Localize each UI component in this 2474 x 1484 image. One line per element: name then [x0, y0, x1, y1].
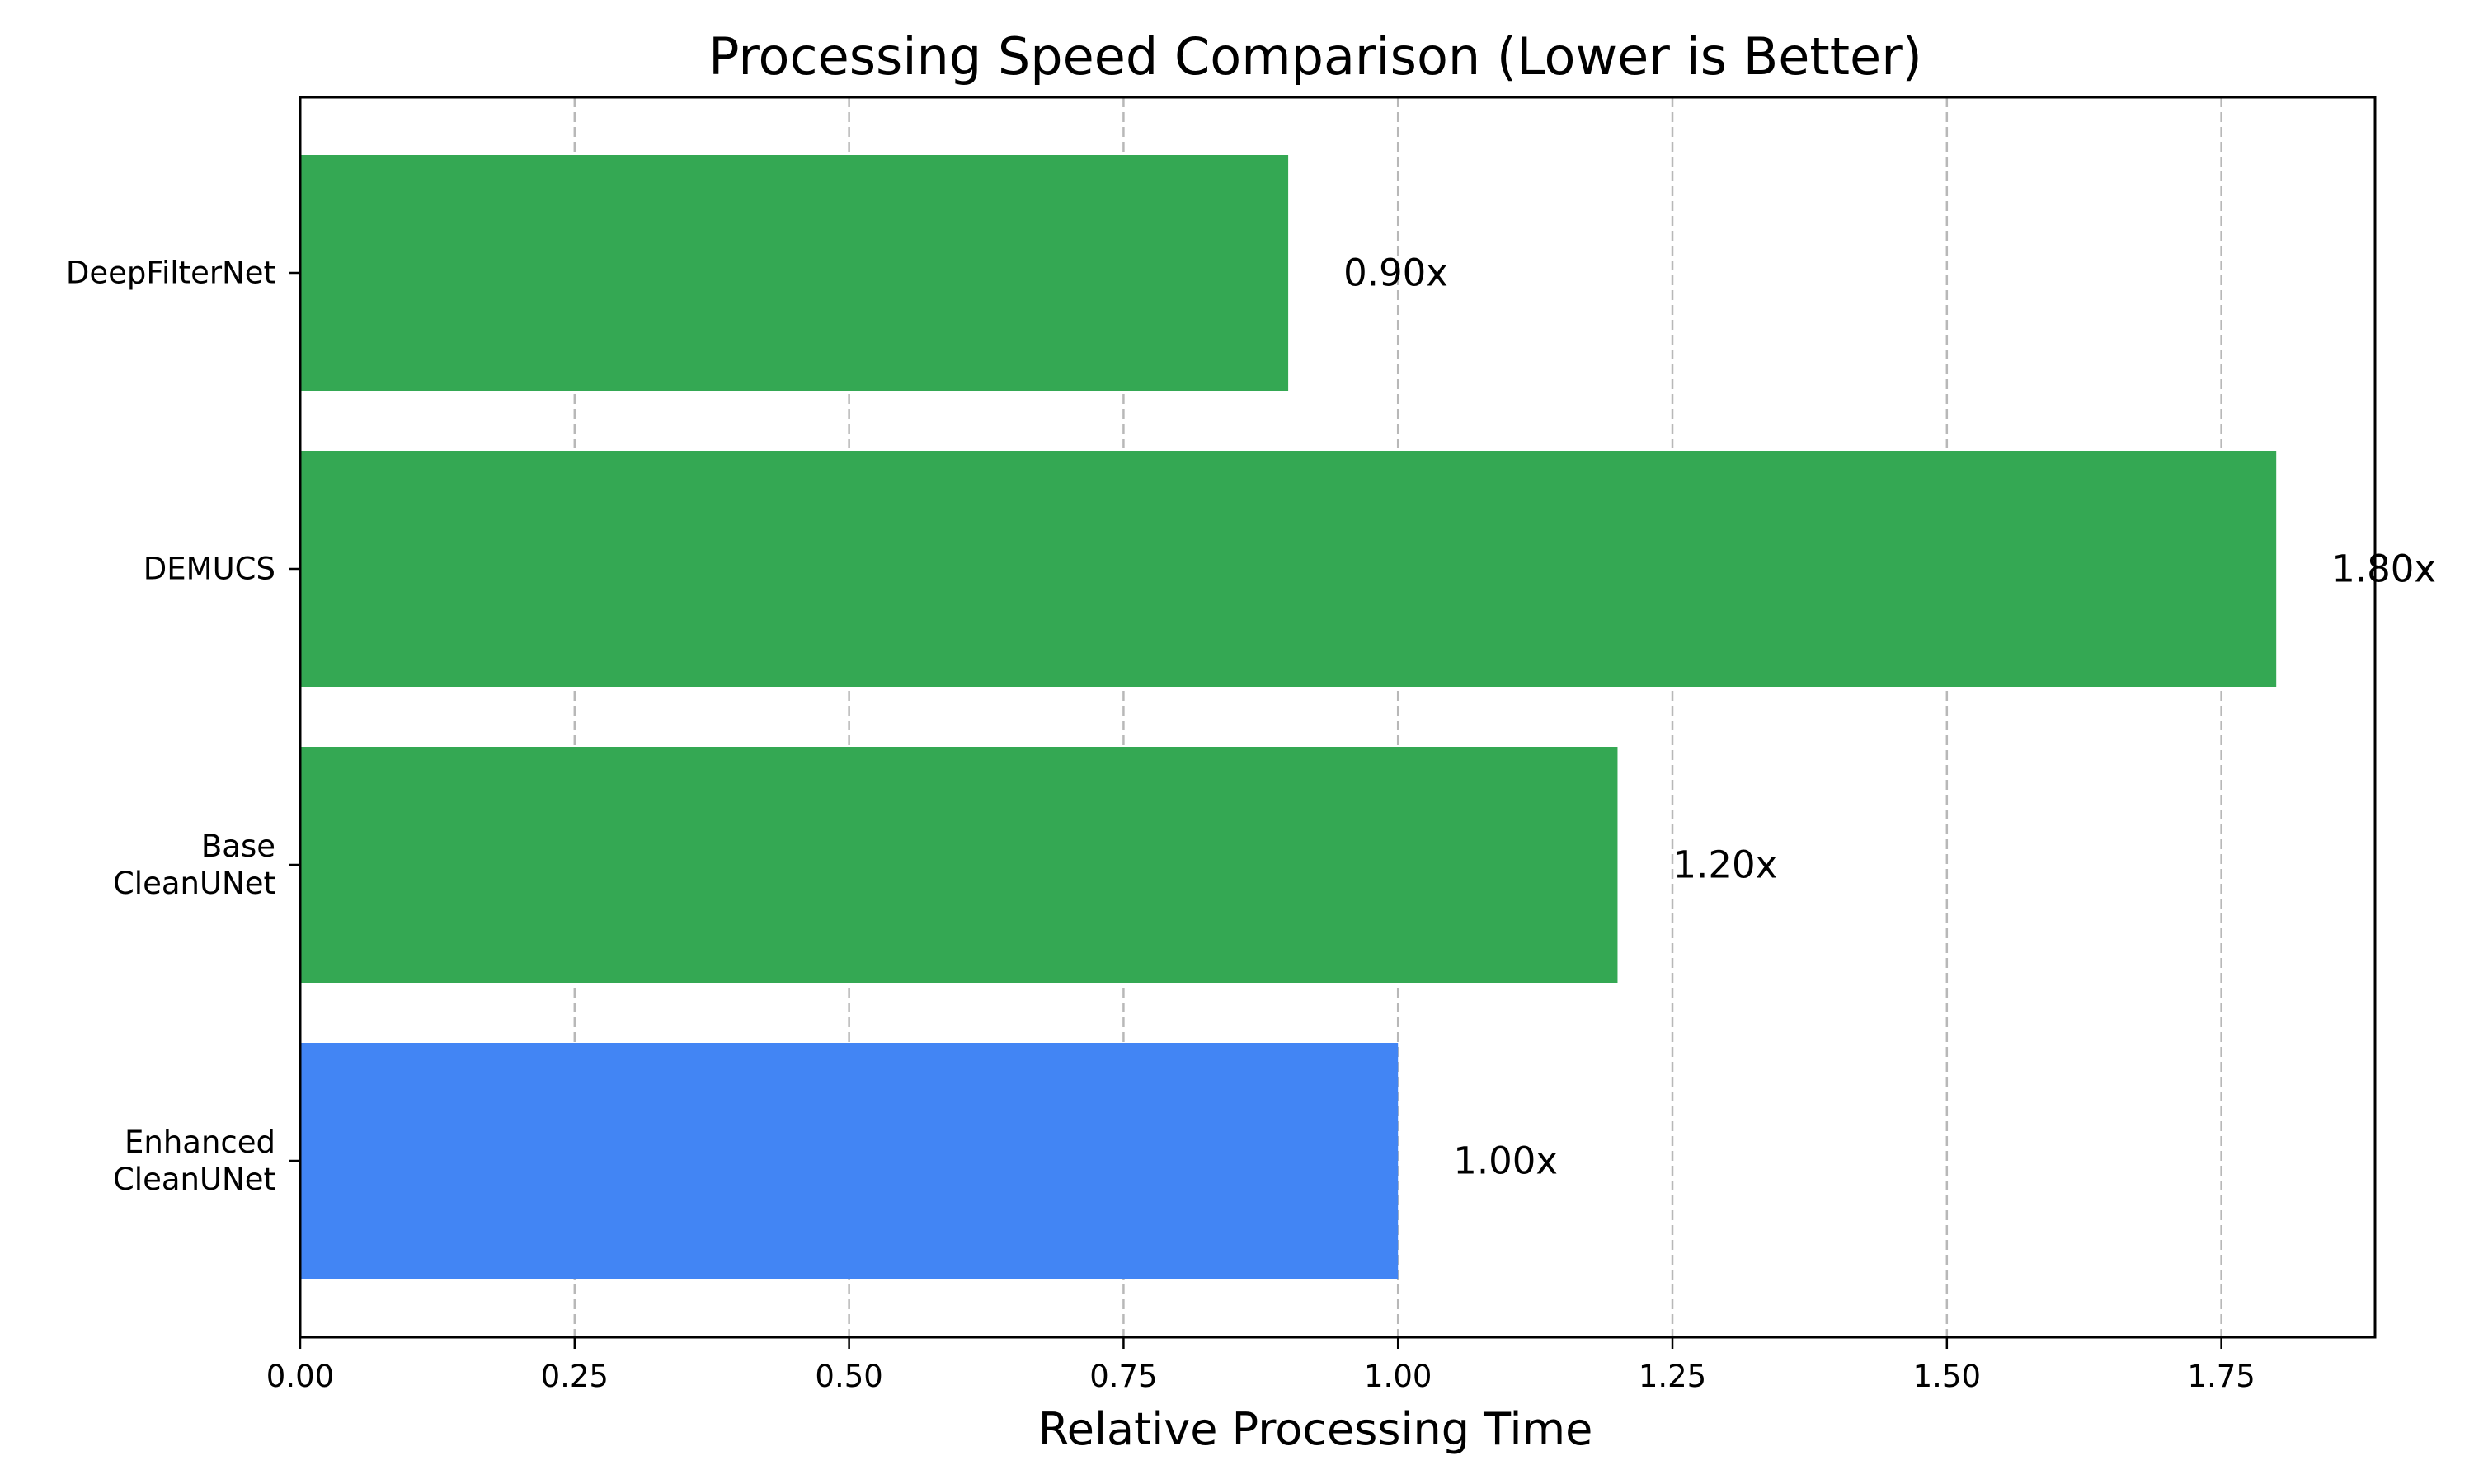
x-tick-label-3: 0.75 — [1089, 1359, 1157, 1394]
tick-labels: 0.00 0.25 0.50 0.75 1.00 1.25 1.50 1.75 DeepFilt… — [66, 256, 2255, 1395]
x-tick-label-7: 1.75 — [2187, 1359, 2255, 1394]
data-label-3: 1.00x — [1453, 1139, 1558, 1183]
plot-frame — [299, 96, 2377, 1339]
y-tick-label-2: Base CleanUNet — [113, 829, 275, 901]
data-label-1: 1.80x — [2331, 547, 2436, 591]
data-label-2: 1.20x — [1672, 843, 1777, 887]
data-labels: 0.90x 1.80x 1.20x 1.00x — [1343, 251, 2436, 1183]
x-tick-label-4: 1.00 — [1364, 1359, 1432, 1394]
y-tick-label-3: Enhanced CleanUNet — [113, 1125, 275, 1197]
data-label-0: 0.90x — [1343, 251, 1448, 295]
y-tick-label-0: DeepFilterNet — [66, 256, 275, 291]
bar-0 — [300, 155, 1289, 391]
x-axis-label: Relative Processing Time — [1038, 1403, 1593, 1455]
x-tick-label-5: 1.25 — [1639, 1359, 1706, 1394]
bars — [300, 155, 2277, 1279]
bar-2 — [300, 747, 1618, 983]
x-tick-label-6: 1.50 — [1913, 1359, 1981, 1394]
y-tick-label-1: DEMUCS — [143, 552, 275, 587]
axes — [289, 96, 2377, 1349]
x-tick-label-2: 0.50 — [815, 1359, 882, 1394]
chart-title: Processing Speed Comparison (Lower is Be… — [708, 26, 1922, 87]
bar-1 — [300, 451, 2277, 687]
x-tick-label-1: 0.25 — [541, 1359, 609, 1394]
bar-3 — [300, 1043, 1399, 1279]
x-tick-label-0: 0.00 — [266, 1359, 334, 1394]
